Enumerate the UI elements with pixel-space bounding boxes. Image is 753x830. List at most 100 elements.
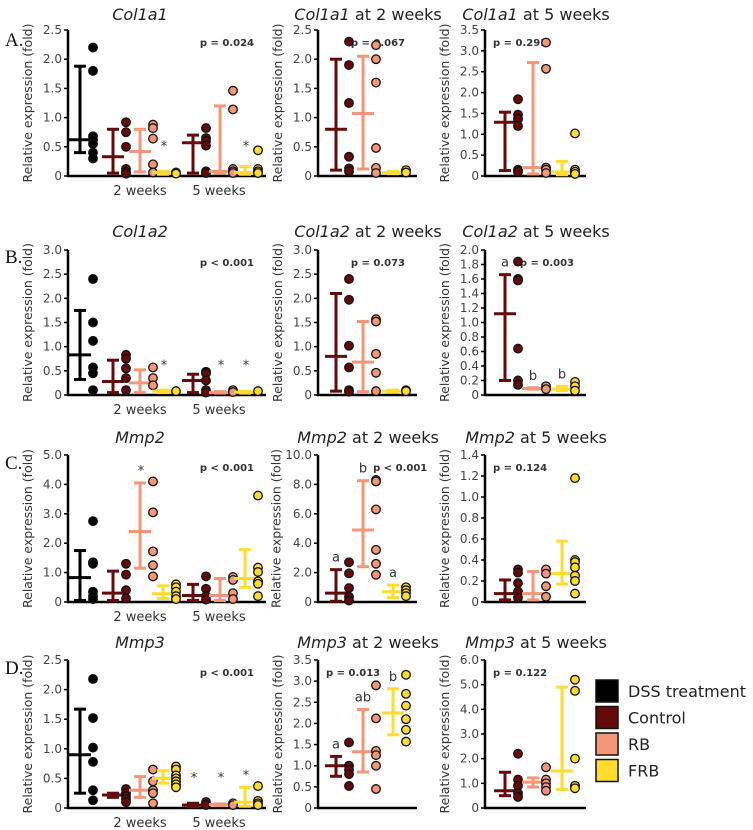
data-point: [371, 168, 381, 179]
data-point: [148, 133, 158, 144]
p-value: p < 0.001: [373, 463, 427, 474]
p-value: p = 0.122: [493, 668, 547, 679]
y-tick-label: 1.0: [43, 340, 62, 354]
y-tick-label: 3.0: [460, 727, 479, 741]
data-point: [541, 37, 551, 48]
y-tick-label: 2.5: [43, 23, 62, 37]
data-point: [201, 140, 211, 151]
data-point: [371, 760, 381, 771]
y-tick-label: 0.8: [460, 511, 479, 525]
group-frb: *: [152, 359, 181, 397]
y-tick-label: 0.8: [460, 330, 479, 344]
group-control: [102, 117, 131, 179]
data-point: [344, 568, 354, 579]
p-value: p = 0.024: [200, 38, 254, 49]
data-point: [401, 714, 411, 725]
gene-name: Col1a2: [112, 222, 168, 241]
data-point: [371, 476, 381, 487]
data-point: [253, 578, 263, 589]
y-tick-label: 1.0: [43, 111, 62, 125]
group-control: [325, 274, 354, 397]
data-point: [228, 594, 238, 605]
group-rb: [352, 40, 381, 179]
group-frb: b: [382, 669, 411, 747]
data-point: [541, 63, 551, 74]
panel-mmp2-2: Mmp2 at 5 weeks 0 0.2 0.4 0.6 0.8 1.0 1.2 1.4 Rel…: [437, 428, 607, 609]
data-point: [371, 348, 381, 359]
y-tick-label: 1.6: [460, 272, 479, 286]
data-point: [171, 594, 181, 605]
data-point: [228, 85, 238, 96]
group-rb: [129, 119, 158, 178]
group-label-2-weeks: 2 weeks: [113, 184, 167, 199]
group-rb: *: [209, 771, 238, 810]
group-frb: *: [234, 768, 263, 810]
y-tick-label: 10.0: [285, 448, 312, 462]
group-rb: [209, 85, 238, 179]
data-point: [371, 386, 381, 397]
data-point: [253, 490, 263, 501]
significance-star: *: [218, 771, 225, 786]
significance-star: *: [243, 139, 250, 154]
y-tick-label: 0.6: [460, 345, 479, 359]
group-frb: [234, 490, 263, 602]
data-point: [401, 167, 411, 178]
y-axis-label: Relative expression (fold): [437, 24, 452, 183]
y-tick-label: 4.0: [293, 536, 312, 550]
data-point: [371, 713, 381, 724]
y-tick-label: 0: [304, 801, 312, 815]
y-tick-label: 1.0: [460, 127, 479, 141]
group-label-5-weeks: 5 weeks: [192, 816, 246, 830]
y-axis-label: Relative expression (fold): [437, 449, 452, 608]
data-point: [171, 168, 181, 179]
panel-title: Col1a1 at 2 weeks: [294, 5, 441, 24]
p-value: p < 0.001: [200, 258, 254, 269]
y-tick-label: 0.5: [43, 140, 62, 154]
p-value: p = 0.291: [493, 38, 547, 49]
legend-label: DSS treatment: [628, 682, 746, 701]
y-axis-label: Relative expression (fold): [270, 243, 285, 402]
data-point: [88, 673, 98, 684]
gene-name: Col1a2: [294, 222, 350, 241]
significance-letter: a: [389, 566, 397, 581]
title-suffix: at 5 weeks: [518, 5, 610, 24]
data-point: [171, 386, 181, 397]
data-point: [541, 591, 551, 602]
significance-letter: a: [501, 256, 509, 271]
p-value: p = 0.124: [493, 463, 547, 474]
data-point: [148, 764, 158, 775]
legend-label: Control: [628, 709, 686, 728]
data-point: [344, 583, 354, 593]
data-point: [371, 367, 381, 378]
y-tick-label: 0.6: [460, 532, 479, 546]
y-tick-label: 2.5: [43, 267, 62, 281]
data-point: [344, 386, 354, 397]
group-control: [102, 784, 131, 808]
significance-letter: b: [359, 462, 367, 477]
data-point: [88, 713, 98, 723]
data-point: [344, 769, 354, 780]
y-tick-label: 0: [304, 388, 312, 402]
group-frb: b: [551, 367, 580, 396]
data-point: [541, 581, 551, 592]
gene-name: Mmp3: [115, 633, 165, 652]
data-point: [88, 153, 98, 164]
y-tick-label: 3.0: [293, 674, 312, 688]
significance-letter: b: [389, 670, 397, 685]
y-tick-label: 8.0: [293, 477, 312, 491]
group-label-2-weeks: 2 weeks: [113, 403, 167, 418]
data-point: [121, 141, 131, 152]
y-tick-label: 1.0: [460, 776, 479, 790]
data-point: [88, 317, 98, 328]
y-tick-label: 2.5: [293, 695, 312, 709]
data-point: [401, 669, 411, 680]
y-tick-label: 2.5: [43, 653, 62, 667]
gene-name: Col1a1: [294, 5, 350, 24]
group-frb: [551, 473, 580, 599]
panel-col1a2-1: Col1a2 at 2 weeks 0 0.5 1.0 1.5 2.0 2.5 3.0 Rela…: [270, 222, 442, 402]
y-tick-label: 0.2: [460, 374, 479, 388]
data-point: [121, 797, 131, 808]
y-tick-label: 0: [54, 388, 62, 402]
panel-col1a2-2: Col1a2 at 5 weeks00.20.40.60.81.01.21.41…: [437, 222, 610, 402]
y-tick-label: 3.0: [43, 243, 62, 257]
